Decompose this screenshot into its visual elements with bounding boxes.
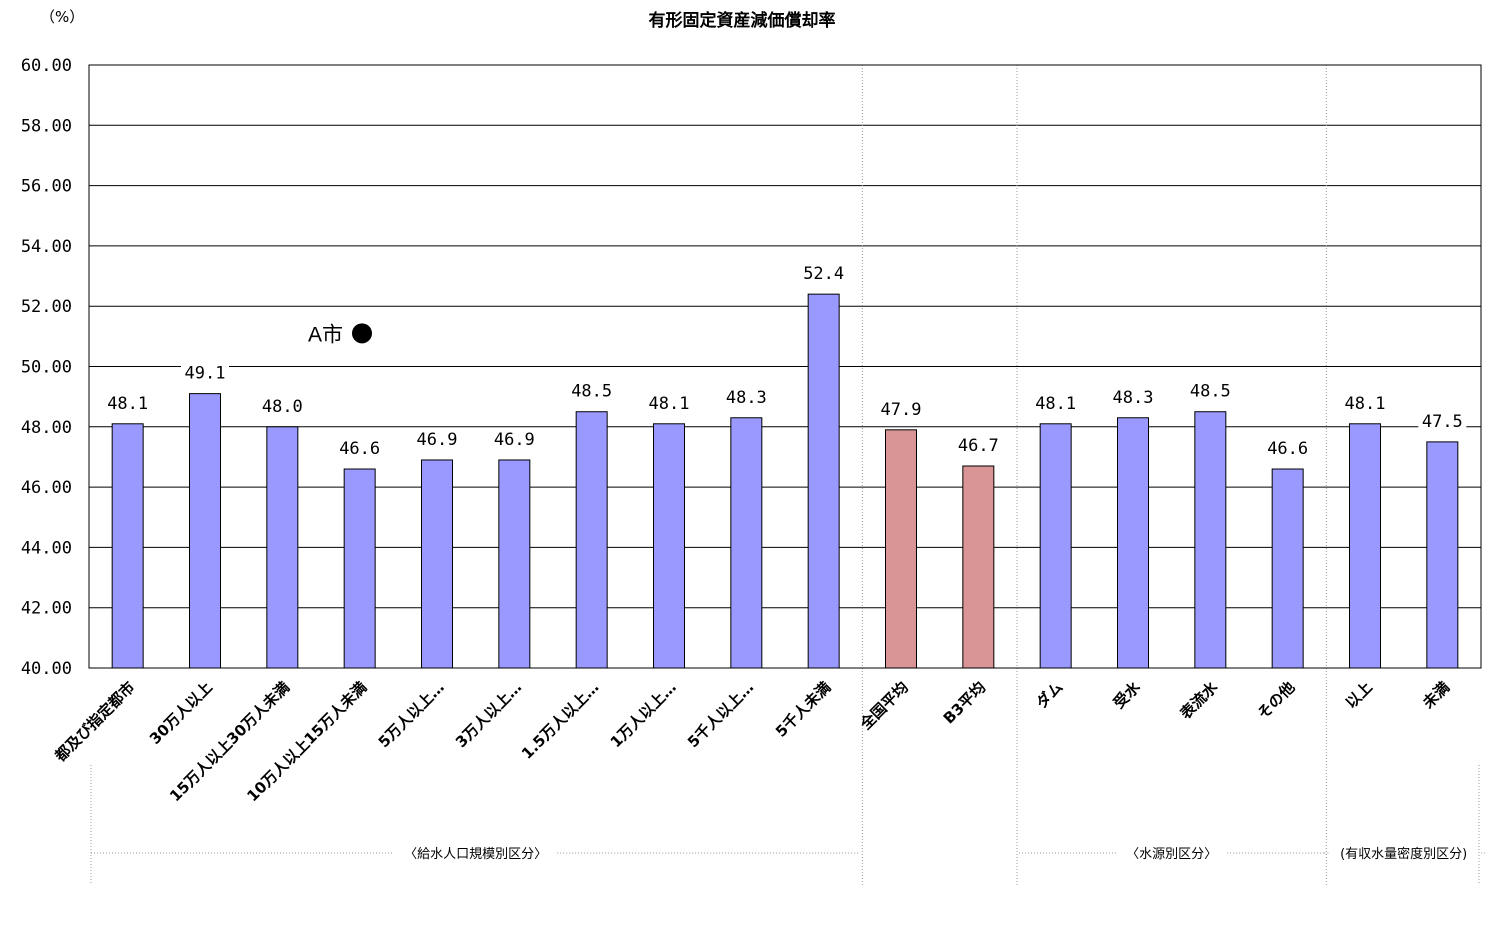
plot-area	[88, 64, 1482, 669]
data-label: 46.9	[417, 430, 458, 450]
bar	[1117, 417, 1149, 669]
marker-label: A市	[308, 323, 343, 346]
chart-title: 有形固定資産減価償却率	[649, 10, 836, 31]
data-label-bg	[722, 385, 771, 408]
data-label: 48.3	[1113, 388, 1154, 408]
category-label: 都及び指定都市	[51, 678, 139, 766]
bar	[111, 423, 144, 669]
y-tick-label: 44.00	[21, 538, 72, 558]
data-label-bg	[181, 361, 229, 384]
bar	[343, 468, 376, 669]
y-tick-label: 40.00	[21, 659, 72, 679]
y-unit-label: （%）	[40, 8, 84, 26]
bar	[1039, 423, 1072, 669]
data-label: 48.0	[262, 397, 303, 417]
section-separators	[90, 65, 1480, 885]
bar	[498, 459, 531, 669]
group-labels: 〈給水人口規模別区分〉 〈水源別区分〉 (有収水量密度別区分)	[91, 846, 1486, 862]
data-label: 52.4	[803, 264, 844, 284]
data-label-bg	[645, 391, 693, 414]
data-label: 46.6	[339, 439, 380, 459]
data-label: 48.1	[1345, 394, 1386, 414]
bar	[1271, 468, 1304, 669]
y-tick-label: 50.00	[21, 358, 72, 378]
bar	[962, 465, 995, 669]
data-label-bg	[799, 262, 848, 285]
data-label: 47.5	[1422, 412, 1463, 432]
y-tick-label: 58.00	[21, 116, 72, 136]
y-tick-label: 46.00	[21, 478, 72, 498]
category-label: 全国平均	[856, 678, 912, 734]
data-label: 48.1	[649, 394, 690, 414]
group-label: 〈水源別区分〉	[1126, 847, 1217, 862]
category-label: 表流水	[1177, 677, 1222, 722]
data-labels: 48.1 49.1 48.0 46.6 46.9 46.9 48.5 48.1 48.3 52.4…	[103, 262, 1467, 460]
bars	[111, 293, 1459, 669]
y-tick-label: 42.00	[21, 599, 72, 619]
category-label: 30万人以上	[146, 678, 216, 748]
category-label: B3平均	[940, 678, 989, 727]
data-label-bg	[1341, 391, 1389, 414]
data-label: 48.3	[726, 388, 767, 408]
data-label-bg	[413, 427, 461, 450]
category-label: 1.5万人以上…	[518, 678, 603, 763]
data-label-bg	[490, 427, 539, 450]
data-label: 49.1	[185, 364, 226, 384]
data-label-bg	[1263, 437, 1312, 460]
category-label: 3万人以上…	[452, 678, 525, 751]
bar	[807, 293, 840, 669]
data-label-bg	[1418, 409, 1467, 432]
marker-dot	[352, 323, 372, 344]
bar	[189, 393, 221, 669]
bar	[421, 459, 453, 669]
category-label: 5千人以上…	[684, 678, 757, 751]
bar	[1194, 411, 1227, 669]
category-label: ダム	[1033, 678, 1067, 712]
bar	[266, 426, 299, 669]
data-label-bg	[1186, 379, 1235, 402]
category-label: その他	[1254, 678, 1299, 723]
data-label: 48.5	[571, 382, 612, 402]
bar	[885, 429, 917, 669]
y-tick-label: 48.00	[21, 418, 72, 438]
category-label: 以上	[1342, 678, 1376, 712]
data-label: 46.6	[1267, 439, 1308, 459]
data-label-bg	[103, 391, 152, 414]
y-tick-label: 54.00	[21, 237, 72, 257]
data-label-bg	[258, 394, 307, 417]
data-label: 46.9	[494, 430, 535, 450]
bar	[1426, 441, 1459, 669]
bar	[730, 417, 763, 669]
data-label: 48.1	[1035, 394, 1076, 414]
data-label: 46.7	[958, 436, 999, 456]
data-label: 48.5	[1190, 382, 1231, 402]
data-label: 47.9	[881, 400, 922, 420]
data-label-bg	[877, 397, 925, 420]
category-label: 1万人以上…	[607, 678, 680, 751]
marker: A市	[308, 323, 372, 346]
data-label-bg	[335, 437, 384, 460]
bar	[1349, 423, 1381, 669]
category-label: 受水	[1110, 677, 1145, 712]
group-label: (有収水量密度別区分)	[1340, 846, 1467, 862]
y-tick-label: 52.00	[21, 297, 72, 317]
y-tick-label: 56.00	[21, 177, 72, 197]
data-label-bg	[1109, 385, 1157, 408]
category-label: 5万人以上…	[375, 678, 448, 751]
group-label: 〈給水人口規模別区分〉	[404, 847, 547, 862]
category-label: 5千人未満	[772, 678, 835, 741]
data-label-bg	[954, 433, 1003, 456]
y-tick-labels: 60.00 58.00 56.00 54.00 52.00 50.00 48.00 46.00…	[21, 56, 72, 679]
bar	[575, 411, 608, 669]
data-label: 48.1	[107, 394, 148, 414]
y-tick-label: 60.00	[21, 56, 72, 76]
category-label: 未満	[1419, 678, 1454, 713]
data-label-bg	[567, 379, 616, 402]
bar	[653, 423, 685, 669]
data-label-bg	[1031, 391, 1080, 414]
